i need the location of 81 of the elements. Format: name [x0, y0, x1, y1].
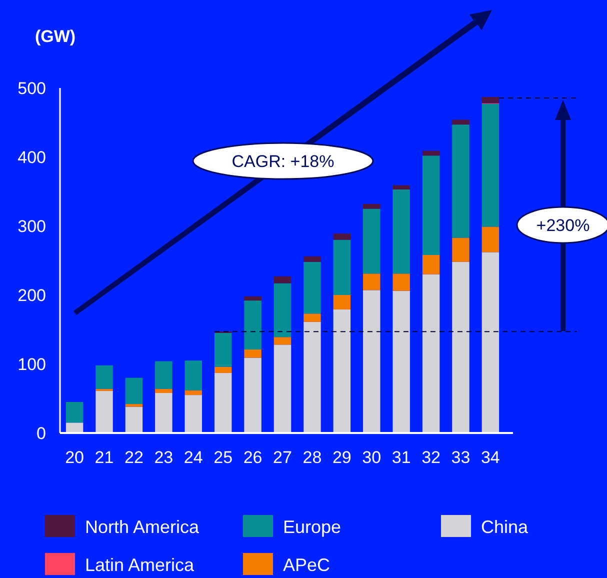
bar	[333, 240, 351, 295]
bar	[333, 309, 351, 433]
x-tick-label: 31	[392, 448, 411, 467]
bar	[482, 104, 500, 227]
x-tick-label: 22	[124, 448, 144, 467]
bar	[96, 390, 113, 433]
bar	[66, 422, 84, 433]
bar	[452, 120, 470, 125]
bar	[244, 300, 262, 350]
bar	[125, 378, 143, 404]
y-tick-label: 100	[18, 355, 46, 374]
bar	[184, 390, 202, 396]
x-tick-label: 20	[65, 448, 84, 467]
bar	[274, 276, 292, 284]
bar	[244, 358, 262, 433]
bar	[452, 124, 470, 238]
x-tick-label: 23	[154, 448, 174, 467]
legend-label: Europe	[283, 517, 342, 537]
bar	[184, 360, 202, 390]
bar	[155, 388, 172, 393]
bar	[422, 274, 440, 433]
bar	[274, 344, 292, 433]
bar	[125, 404, 143, 407]
x-tick-label: 26	[243, 448, 262, 467]
bar	[482, 252, 500, 433]
annotation: CAGR: +18%	[232, 152, 334, 171]
bar	[363, 290, 380, 433]
bar	[392, 189, 410, 274]
bar	[244, 296, 262, 301]
bar	[66, 402, 84, 423]
bar	[214, 372, 232, 433]
bar	[304, 322, 321, 433]
y-tick-label: 500	[18, 79, 46, 98]
bar	[125, 406, 143, 433]
bar	[482, 226, 500, 252]
y-tick-label: 400	[18, 148, 46, 167]
bar	[333, 295, 351, 310]
bar	[304, 256, 321, 262]
bar	[274, 337, 292, 345]
x-tick-label: 27	[273, 448, 292, 467]
bar	[96, 365, 113, 389]
bar	[422, 156, 440, 255]
x-tick-label: 28	[302, 448, 322, 467]
legend-label: North America	[85, 517, 200, 537]
x-tick-label: 33	[451, 448, 470, 467]
bar	[452, 262, 470, 433]
bar	[422, 150, 440, 156]
bar	[304, 262, 321, 314]
text: +230%	[536, 216, 590, 235]
y-axis-title: (GW)	[35, 27, 76, 46]
bar	[363, 274, 380, 290]
bar	[363, 208, 380, 274]
bar	[304, 314, 321, 322]
x-tick-label: 32	[422, 448, 440, 467]
bar	[155, 392, 172, 433]
bar	[363, 204, 380, 209]
bar	[274, 283, 292, 338]
y-tick-label: 200	[18, 286, 46, 305]
x-tick-label: 25	[214, 448, 233, 467]
x-tick-label: 21	[94, 448, 114, 467]
y-tick-label: 300	[18, 217, 46, 236]
bar	[155, 361, 172, 389]
legend-label: APeC	[283, 555, 330, 575]
bar	[214, 366, 232, 373]
x-tick-label: 29	[332, 448, 352, 467]
y-tick-label: 0	[36, 424, 46, 443]
bar	[392, 185, 410, 190]
x-tick-label: 30	[362, 448, 382, 467]
bar	[452, 238, 470, 262]
x-tick-label: 34	[480, 448, 500, 467]
bar	[392, 274, 410, 291]
legend-label: Latin America	[85, 555, 196, 575]
bar	[333, 234, 351, 240]
bar	[422, 254, 440, 274]
bar	[482, 96, 500, 104]
bar	[392, 290, 410, 433]
bar	[184, 395, 202, 433]
x-tick-label: 24	[184, 448, 203, 467]
legend-label: China	[481, 517, 530, 537]
bar	[214, 332, 232, 367]
bar	[244, 350, 262, 358]
